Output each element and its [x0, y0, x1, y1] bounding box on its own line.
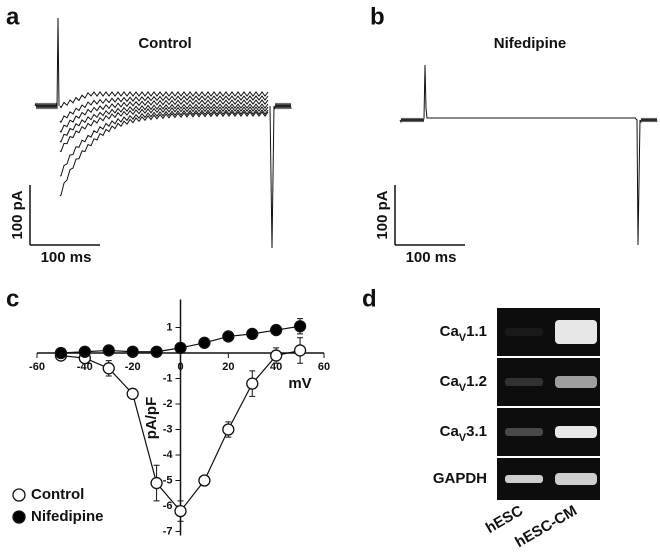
- panel-label: c: [6, 285, 19, 312]
- row-label-part: 3.1: [466, 423, 487, 440]
- y-tick-label: -4: [163, 449, 174, 461]
- point: [174, 341, 187, 355]
- trace: [59, 99, 269, 133]
- panel-title: Control: [138, 35, 191, 52]
- traces: [34, 17, 658, 249]
- point: [293, 320, 307, 333]
- point: [150, 345, 163, 358]
- point: [102, 344, 115, 357]
- x-tick-label: 60: [318, 361, 330, 373]
- point: [78, 345, 91, 358]
- point: [222, 423, 235, 436]
- y-tick-label: -5: [163, 474, 173, 486]
- y-tick-label: -7: [163, 525, 173, 537]
- point: [270, 323, 283, 337]
- scale-label: 100 ms: [41, 249, 92, 266]
- panel-label: b: [370, 3, 385, 30]
- band: [555, 473, 597, 485]
- row-label-part: Ca: [440, 373, 460, 390]
- scale-label: 100 pA: [374, 190, 391, 239]
- y-tick-label: -6: [163, 500, 173, 512]
- point: [246, 377, 259, 390]
- legend-label: Control: [31, 486, 84, 503]
- point: [293, 344, 307, 357]
- legend-marker: [12, 488, 26, 502]
- scale-label: 100 pA: [9, 190, 26, 239]
- row-label-part: 1.2: [466, 373, 487, 390]
- trace: [59, 103, 269, 143]
- trace: [59, 95, 269, 124]
- point: [126, 345, 139, 358]
- band: [505, 378, 543, 386]
- row-label-part: 1.1: [466, 323, 487, 340]
- row-label-part: Ca: [440, 323, 460, 340]
- legend-label: Nifedipine: [31, 508, 104, 525]
- trace: [59, 111, 269, 197]
- x-tick-label: -20: [125, 361, 141, 373]
- trace: [59, 106, 269, 153]
- x-axis-label: mV: [288, 375, 311, 392]
- x-tick-label: -60: [29, 361, 45, 373]
- point: [102, 362, 115, 375]
- row-label-part: V: [459, 432, 467, 444]
- row-label-part: Ca: [440, 423, 460, 440]
- y-tick-label: -2: [163, 398, 173, 410]
- point: [198, 336, 211, 349]
- row-label: CaV1.1: [440, 323, 487, 344]
- point: [126, 387, 139, 400]
- y-tick-label: 1: [166, 321, 172, 333]
- point: [222, 330, 235, 343]
- panel-label: a: [6, 3, 20, 30]
- y-tick-label: -1: [163, 372, 173, 384]
- y-tick-label: -3: [163, 423, 173, 435]
- trace: [399, 64, 658, 246]
- x-tick-label: 20: [222, 361, 234, 373]
- band: [505, 428, 543, 436]
- x-tick-label: 0: [177, 361, 183, 373]
- trace: [59, 109, 269, 177]
- x-tick-label: -40: [77, 361, 93, 373]
- row-label-part: V: [459, 332, 467, 344]
- point: [270, 349, 283, 362]
- band: [505, 328, 543, 336]
- scale-label: 100 ms: [406, 249, 457, 266]
- lane-label: hESC-CM: [512, 502, 580, 551]
- row-label: CaV3.1: [440, 423, 487, 444]
- trace: [59, 91, 269, 109]
- row-label-part: V: [459, 382, 467, 394]
- point: [198, 474, 211, 487]
- x-tick-label: 40: [270, 361, 282, 373]
- band: [555, 426, 597, 438]
- point: [150, 476, 163, 490]
- y-axis-label: pA/pF: [143, 397, 160, 440]
- band: [555, 320, 597, 344]
- point: [54, 346, 68, 360]
- panel-label: d: [362, 285, 377, 312]
- row-label-part: GAPDH: [433, 470, 487, 487]
- band: [555, 376, 597, 388]
- legend-marker: [12, 510, 26, 524]
- band: [505, 475, 543, 483]
- point: [246, 327, 259, 341]
- iv-chart: -60 -40 -20 0 20 40 60 -7 -6 -5 -4 -3 -2 -1 1 mV pA/pF Co…: [12, 299, 330, 537]
- trace: [34, 17, 292, 249]
- row-label: GAPDH: [433, 470, 487, 487]
- panel-title: Nifedipine: [494, 35, 567, 52]
- row-label: CaV1.2: [440, 373, 487, 394]
- point: [174, 504, 187, 518]
